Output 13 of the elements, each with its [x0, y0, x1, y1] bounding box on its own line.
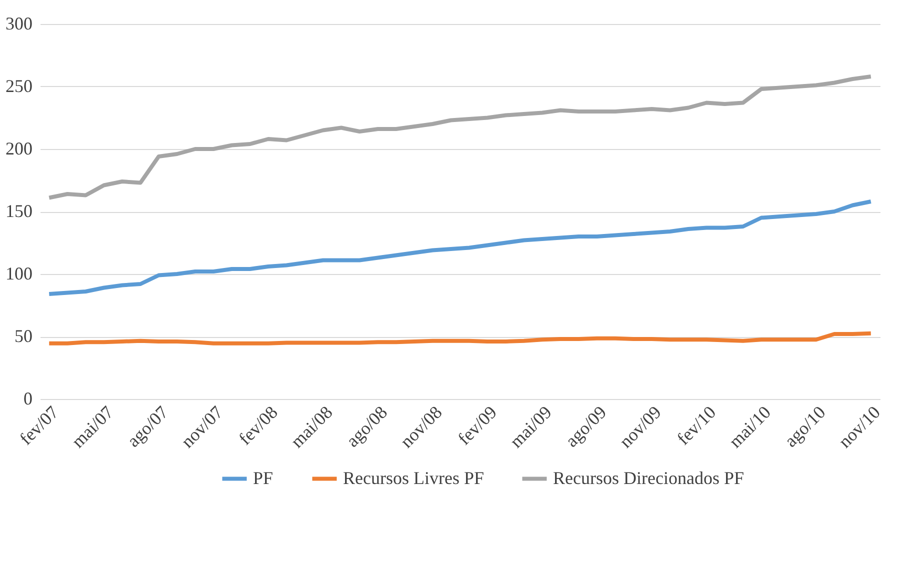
y-tick-label: 0 [24, 388, 32, 408]
legend-label: Recursos Direcionados PF [553, 468, 744, 488]
legend-label: PF [253, 468, 274, 488]
y-tick-label: 150 [6, 201, 32, 221]
y-tick-label: 200 [6, 138, 32, 158]
line-series [47, 74, 873, 200]
y-tick-label: 300 [6, 14, 32, 34]
y-tick-label: 50 [14, 326, 32, 346]
y-tick-label: 250 [6, 76, 32, 96]
y-tick-label: 100 [6, 264, 32, 284]
line-series [47, 331, 873, 346]
line-series [47, 200, 873, 296]
legend-label: Recursos Livres PF [343, 468, 484, 488]
